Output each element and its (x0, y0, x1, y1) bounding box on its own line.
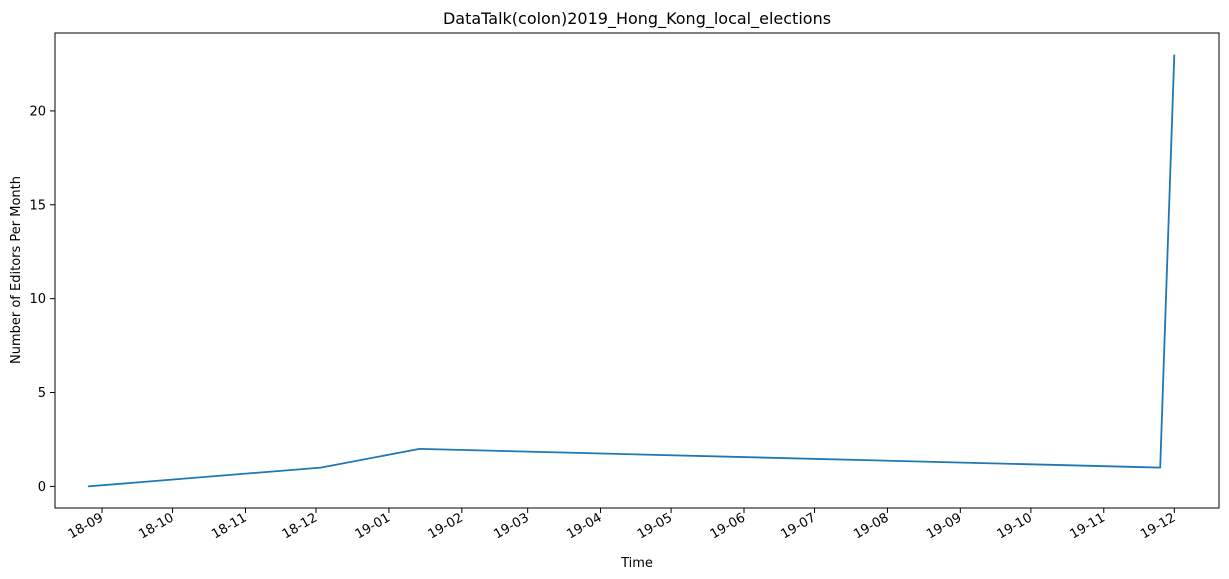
y-tick-label: 10 (29, 292, 46, 307)
x-tick-label: 19-01 (353, 510, 393, 542)
x-tick-label: 19-08 (851, 510, 891, 542)
series-line (87, 54, 1176, 488)
y-tick-label: 0 (38, 480, 46, 495)
y-tick-label: 15 (29, 198, 46, 213)
y-tick-label: 20 (29, 104, 46, 119)
x-tick-label: 19-06 (708, 510, 748, 542)
x-tick-label: 18-09 (66, 510, 106, 542)
x-tick-label: 19-02 (426, 510, 466, 542)
y-axis-label: Number of Editors Per Month (9, 176, 24, 364)
y-tick-label: 5 (38, 386, 46, 401)
x-tick-label: 19-10 (995, 510, 1035, 542)
plot-frame (54, 32, 1220, 509)
x-tick-label: 19-11 (1068, 510, 1108, 542)
x-tick-label: 19-03 (491, 510, 531, 542)
x-tick-label: 19-05 (635, 510, 675, 542)
plot-area (87, 54, 1176, 488)
chart-title: DataTalk(colon)2019_Hong_Kong_local_elec… (443, 9, 831, 29)
x-tick-label: 19-09 (924, 510, 964, 542)
x-tick-label: 19-04 (564, 510, 604, 542)
x-axis: 18-09 18-10 18-11 18-12 19-01 19-02 19-03 19-04… (66, 508, 1178, 542)
y-axis: 0 5 10 15 20 (29, 104, 55, 495)
x-tick-label: 19-07 (778, 510, 818, 542)
x-tick-label: 18-10 (136, 510, 176, 542)
x-tick-label: 18-11 (209, 510, 249, 542)
x-tick-label: 19-12 (1138, 510, 1178, 542)
x-tick-label: 18-12 (280, 510, 320, 542)
x-axis-label: Time (620, 556, 653, 571)
